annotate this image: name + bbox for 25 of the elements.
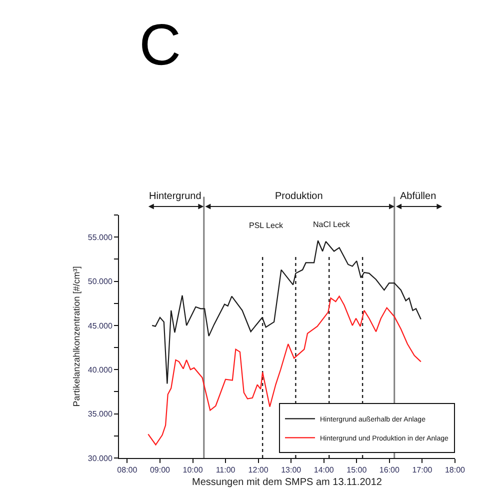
x-tick-label: 12:00 (248, 466, 269, 475)
x-tick-label: 10:00 (182, 466, 204, 475)
x-tick-label: 16:00 (379, 466, 400, 475)
text: Hintergrund (149, 191, 202, 202)
x-tick-label: 11:00 (216, 466, 236, 475)
y-tick-label: 35.000 (88, 410, 113, 419)
chart-title: C (139, 12, 182, 78)
annotation: NaCl Leck (313, 220, 351, 229)
y-tick-label: 50.000 (88, 277, 113, 286)
x-tick-label: 09:00 (150, 466, 171, 475)
x-tick-label: 17:00 (412, 466, 433, 475)
y-tick-label: 30.000 (88, 454, 113, 463)
x-tick-label: 13:00 (281, 466, 302, 475)
x-tick-label: 15:00 (346, 466, 368, 475)
y-axis-title: Partikelanzahlkonzentration [#/cm³] (71, 266, 82, 407)
annotation: PSL Leck (249, 221, 284, 230)
x-tick-label: 14:00 (314, 466, 334, 475)
y-tick-label: 40.000 (88, 365, 113, 374)
x-tick-label: 18:00 (444, 466, 466, 475)
y-tick-label: 45.000 (88, 321, 113, 330)
x-tick-label: 08:00 (117, 466, 138, 475)
text: Produktion (275, 191, 323, 202)
y-tick-label: 55.000 (88, 232, 113, 242)
text: Abfüllen (400, 191, 436, 202)
x-axis-title: Messungen mit dem SMPS am 13.11.2012 (192, 477, 382, 488)
